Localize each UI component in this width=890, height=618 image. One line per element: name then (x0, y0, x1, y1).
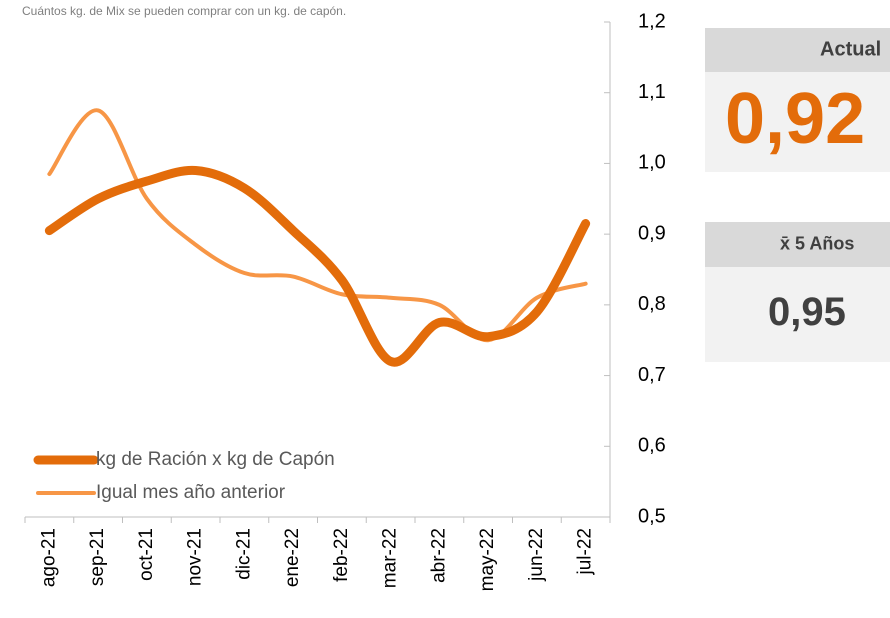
x-tick-label: mar-22 (380, 528, 401, 588)
y-tick-label: 0,7 (638, 364, 666, 386)
panel-body (705, 267, 890, 362)
y-tick-label: 0,8 (638, 293, 666, 315)
panel-title: Actual (820, 38, 881, 60)
x-tick-label: feb-22 (331, 528, 352, 582)
panel-header (705, 28, 890, 72)
y-tick-label: 0,6 (638, 435, 666, 457)
y-tick-label: 0,9 (638, 222, 666, 244)
subtitle: Cuántos kg. de Mix se pueden comprar con… (22, 4, 346, 18)
x-tick-label: jun-22 (526, 528, 547, 582)
panel-body (705, 72, 890, 172)
x-tick-label: nov-21 (185, 528, 206, 586)
x-tick-label: oct-21 (136, 528, 157, 581)
panel-value: 0,92 (725, 79, 865, 159)
panel-header (705, 222, 890, 267)
x-tick-label: ene-22 (282, 528, 303, 587)
y-tick-label: 1,1 (638, 81, 666, 103)
x-tick-label: jul-22 (575, 528, 596, 575)
legend-label: kg de Ración x kg de Capón (96, 449, 335, 470)
y-tick-label: 1,2 (638, 10, 666, 32)
x-tick-label: abr-22 (428, 528, 449, 583)
x-tick-label: sep-21 (87, 528, 108, 586)
series-line (47, 108, 588, 343)
x-tick-label: may-22 (477, 528, 498, 591)
panel-title: x̄ 5 Años (780, 233, 854, 253)
x-tick-label: ago-21 (38, 528, 59, 587)
y-tick-label: 0,5 (638, 505, 666, 527)
series-line (44, 165, 591, 367)
legend-label: Igual mes año anterior (96, 482, 286, 503)
y-tick-label: 1,0 (638, 152, 666, 174)
panel-value: 0,95 (768, 290, 846, 334)
x-tick-label: dic-21 (233, 528, 254, 580)
